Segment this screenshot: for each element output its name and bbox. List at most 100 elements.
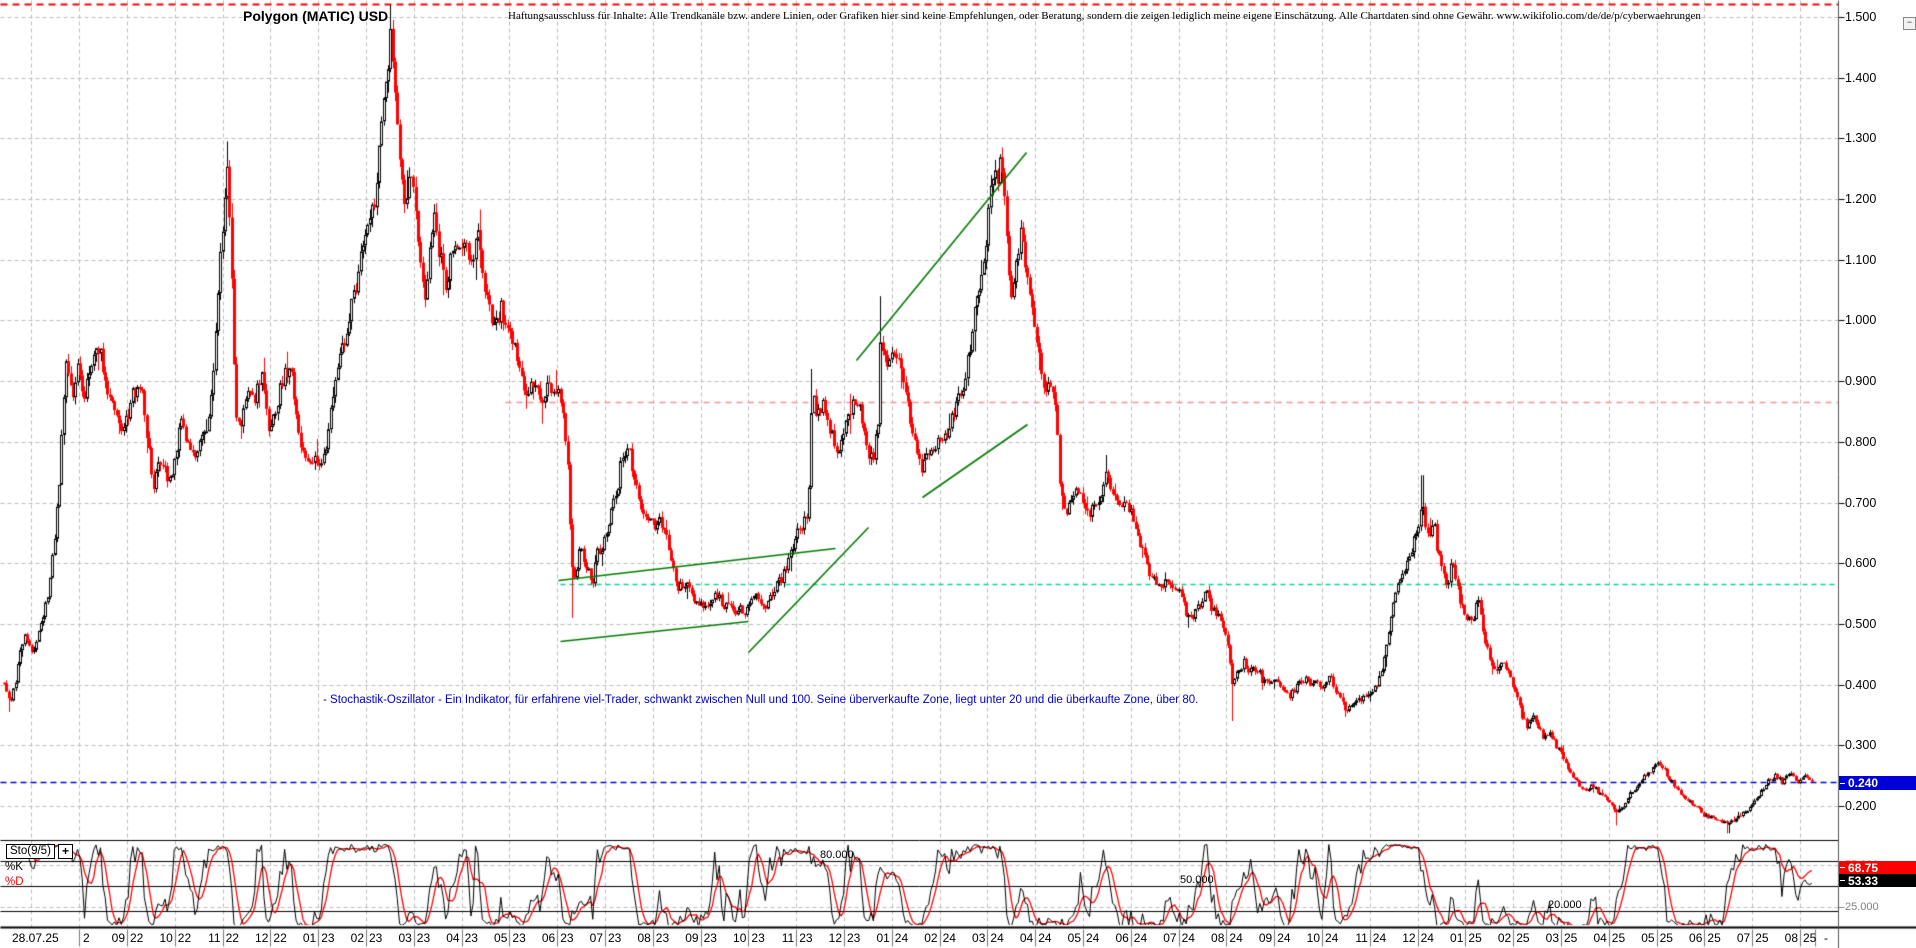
date-tick-month: 09 bbox=[111, 931, 125, 945]
date-tick-year: 24 bbox=[1372, 931, 1387, 945]
date-tick-month: 04 bbox=[1019, 931, 1034, 945]
date-tick-year: 24 bbox=[1133, 931, 1148, 945]
date-tick-month: 08 bbox=[1784, 931, 1798, 945]
date-tick-year: 22 bbox=[130, 931, 144, 945]
date-tick-month: 07 bbox=[1163, 931, 1177, 945]
date-tick-month: 08 bbox=[1211, 931, 1225, 945]
date-tick-year: 25 bbox=[1755, 931, 1769, 945]
current-price-badge: 0.240 bbox=[1839, 776, 1916, 790]
percent-d-label: %D bbox=[5, 876, 24, 888]
date-axis-trailing-label: - bbox=[1824, 931, 1828, 945]
date-tick-year: 23 bbox=[703, 931, 717, 945]
date-tick-month: 06 bbox=[541, 931, 556, 945]
date-tick-month: 10 bbox=[1306, 931, 1320, 945]
date-tick-month: 09 bbox=[685, 931, 699, 945]
date-tick-year: 25 bbox=[1707, 931, 1721, 945]
date-tick-year: 24 bbox=[1086, 931, 1100, 945]
disclaimer-text: Haftungsausschluss für Inhalte: Alle Tre… bbox=[508, 10, 1701, 22]
date-tick-year: 23 bbox=[369, 931, 383, 945]
date-tick-year: 22 bbox=[225, 931, 239, 945]
price-axis-label: 1.400 bbox=[1845, 71, 1877, 85]
price-axis-label: 0.300 bbox=[1845, 738, 1877, 752]
date-tick-year: 22 bbox=[177, 931, 192, 945]
date-tick-month: 05 bbox=[1067, 931, 1081, 945]
date-tick-year: 23 bbox=[751, 931, 765, 945]
date-tick-month: 12 bbox=[828, 931, 842, 945]
date-tick-year: 25 bbox=[1516, 931, 1530, 945]
date-tick-year: 23 bbox=[655, 931, 670, 945]
date-tick-year: 24 bbox=[1277, 931, 1291, 945]
percent-k-label: %K bbox=[5, 861, 23, 873]
date-tick-month: 01 bbox=[1450, 931, 1464, 945]
stochastic-note: - Stochastik-Oszillator - Ein Indikator,… bbox=[323, 694, 1199, 706]
date-tick-year: 24 bbox=[1229, 931, 1243, 945]
oscillator-level-label: 80.000 bbox=[820, 849, 854, 861]
expand-indicator-icon[interactable]: + bbox=[58, 844, 73, 859]
date-tick-year: 23 bbox=[512, 931, 526, 945]
oscillator-level-label: 50.000 bbox=[1180, 874, 1214, 886]
date-tick-month: 03 bbox=[972, 931, 986, 945]
date-tick-year: 24 bbox=[942, 931, 956, 945]
price-axis-label: 1.500 bbox=[1845, 10, 1877, 24]
price-axis-label: 1.300 bbox=[1845, 131, 1877, 145]
date-tick-year: 24 bbox=[1038, 931, 1052, 945]
stochastic-k-badge: 53.33 bbox=[1839, 874, 1916, 888]
date-tick-year: 23 bbox=[560, 931, 574, 945]
date-tick-month: 12 bbox=[1402, 931, 1416, 945]
date-tick-month: 06 bbox=[1115, 931, 1129, 945]
date-tick-year: 25 bbox=[1564, 931, 1578, 945]
collapse-button[interactable]: − bbox=[1903, 17, 1916, 30]
oscillator-axis-label: 25.000 bbox=[1845, 901, 1879, 913]
date-tick-month: 09 bbox=[1258, 931, 1273, 945]
price-axis-label: 0.600 bbox=[1845, 556, 1877, 570]
price-axis-label: 0.800 bbox=[1845, 435, 1877, 449]
date-tick-month: 07 bbox=[1736, 931, 1751, 945]
price-axis-label: 0.500 bbox=[1845, 617, 1877, 631]
date-tick-year: 25 bbox=[1468, 931, 1482, 945]
date-tick-year: 24 bbox=[1181, 931, 1195, 945]
date-tick-year: 23 bbox=[416, 931, 431, 945]
date-tick-month: 03 bbox=[398, 931, 412, 945]
date-tick-year: 25 bbox=[1803, 931, 1817, 945]
date-tick-month: 03 bbox=[1545, 931, 1559, 945]
date-tick-month: 02 bbox=[350, 931, 364, 945]
date-tick-month: 01 bbox=[876, 931, 890, 945]
date-tick-month: 04 bbox=[446, 931, 460, 945]
oscillator-level-label: 20.000 bbox=[1548, 899, 1582, 911]
date-tick-year: 24 bbox=[1325, 931, 1339, 945]
stochastic-legend[interactable]: Sto(9/5) bbox=[6, 844, 55, 859]
date-tick-year: 23 bbox=[608, 931, 622, 945]
date-tick-year: 23 bbox=[847, 931, 861, 945]
stochastic-d-badge: 68.75 bbox=[1839, 861, 1916, 875]
date-tick-month: 10 bbox=[733, 931, 747, 945]
date-tick-month: 11 bbox=[208, 931, 221, 945]
date-tick-month: 10 bbox=[159, 931, 173, 945]
date-axis-label: 2 bbox=[83, 931, 90, 945]
price-axis-label: 1.000 bbox=[1845, 313, 1877, 327]
date-tick-month: 07 bbox=[589, 931, 603, 945]
date-tick-year: 23 bbox=[799, 931, 813, 945]
date-tick-month: 06 bbox=[1689, 931, 1703, 945]
date-tick-month: 11 bbox=[1355, 931, 1368, 945]
date-tick-month: 02 bbox=[1497, 931, 1512, 945]
date-tick-month: 08 bbox=[637, 931, 651, 945]
date-tick-year: 25 bbox=[1611, 931, 1626, 945]
price-axis-label: 0.900 bbox=[1845, 374, 1877, 388]
price-axis-label: 1.200 bbox=[1845, 192, 1877, 206]
price-axis-label: 0.400 bbox=[1845, 678, 1877, 692]
chart-title: Polygon (MATIC) USD bbox=[243, 8, 389, 24]
date-tick-month: 05 bbox=[494, 931, 508, 945]
date-tick-month: 12 bbox=[255, 931, 269, 945]
date-tick-month: 11 bbox=[781, 931, 795, 945]
date-tick-month: 02 bbox=[924, 931, 938, 945]
price-axis-label: 0.700 bbox=[1845, 496, 1877, 510]
date-tick-year: 25 bbox=[1659, 931, 1673, 945]
date-tick-year: 24 bbox=[894, 931, 909, 945]
date-tick-year: 22 bbox=[273, 931, 287, 945]
date-tick-year: 24 bbox=[1420, 931, 1434, 945]
date-axis-label: 28.07.25 bbox=[12, 931, 59, 945]
date-tick-month: 01 bbox=[302, 931, 317, 945]
date-tick-year: 23 bbox=[321, 931, 335, 945]
